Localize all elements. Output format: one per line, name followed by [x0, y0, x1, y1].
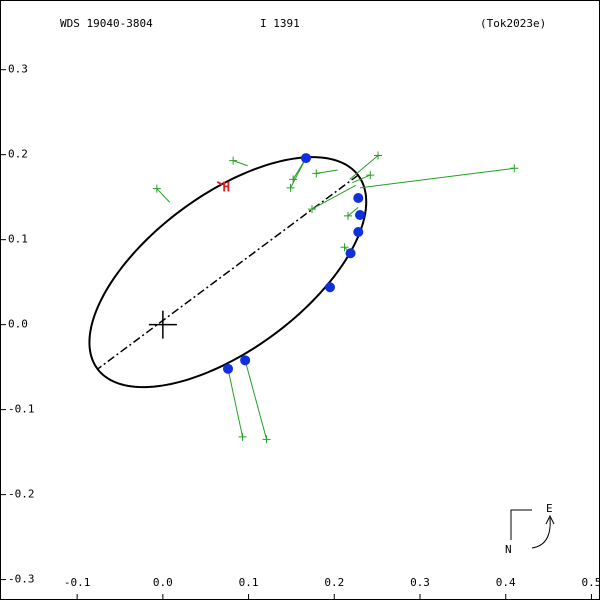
- x-tick-label: 0.5: [581, 576, 600, 589]
- orbit-point: [240, 355, 251, 366]
- observation: [229, 156, 238, 165]
- x-tick-label: 0.0: [153, 576, 173, 589]
- marker-label: H: [222, 180, 230, 195]
- orbit-point: [223, 363, 233, 374]
- y-tick-label: 0.0: [8, 318, 28, 331]
- residual: [290, 157, 307, 189]
- orbit-point: [301, 153, 311, 164]
- compass-arrow: [531, 517, 551, 549]
- orbit-point: [353, 227, 364, 238]
- y-tick-label: -0.2: [8, 488, 35, 501]
- residual: [227, 368, 244, 437]
- residual: [349, 155, 379, 180]
- observation: [308, 205, 316, 214]
- x-tick-label: 0.1: [239, 576, 259, 589]
- header-id: WDS 19040-3804: [60, 17, 153, 30]
- y-tick-label: 0.1: [8, 233, 28, 246]
- residual: [232, 160, 248, 167]
- compass-east: E: [546, 502, 553, 515]
- residual: [347, 206, 359, 217]
- header-name: I 1391: [260, 17, 300, 30]
- residual: [359, 167, 515, 189]
- x-tick-label: 0.2: [324, 576, 344, 589]
- compass: E N: [505, 502, 555, 556]
- x-tick-label: 0.3: [410, 576, 430, 589]
- orbit-point: [345, 248, 356, 259]
- orbit-point: [353, 193, 364, 204]
- compass-arrowhead: [545, 514, 555, 525]
- observation: [374, 151, 382, 160]
- observation: [312, 169, 321, 178]
- y-tick-label: 0.3: [8, 63, 28, 76]
- observation: [262, 435, 271, 444]
- orbit-point: [355, 210, 365, 221]
- observation: [366, 171, 375, 180]
- residual: [316, 169, 338, 174]
- header-ref: (Tok2023e): [480, 17, 546, 30]
- observation: [152, 184, 161, 193]
- marker-tick: [216, 180, 223, 186]
- residual: [156, 188, 171, 203]
- y-tick-label: -0.3: [8, 573, 35, 586]
- compass-north: N: [505, 543, 512, 556]
- residual: [244, 360, 268, 440]
- orbit-point: [325, 282, 335, 293]
- residual: [352, 174, 371, 184]
- observation: [238, 432, 247, 441]
- observation: [344, 211, 352, 220]
- y-tick-label: 0.2: [8, 148, 28, 161]
- x-tick-label: 0.4: [496, 576, 516, 589]
- residual: [311, 184, 356, 210]
- compass-axes: [510, 509, 532, 540]
- observation: [286, 183, 295, 192]
- y-tick-label: -0.1: [8, 403, 35, 416]
- observation: [510, 164, 519, 173]
- x-tick-label: -0.1: [64, 576, 91, 589]
- observation: [340, 243, 349, 252]
